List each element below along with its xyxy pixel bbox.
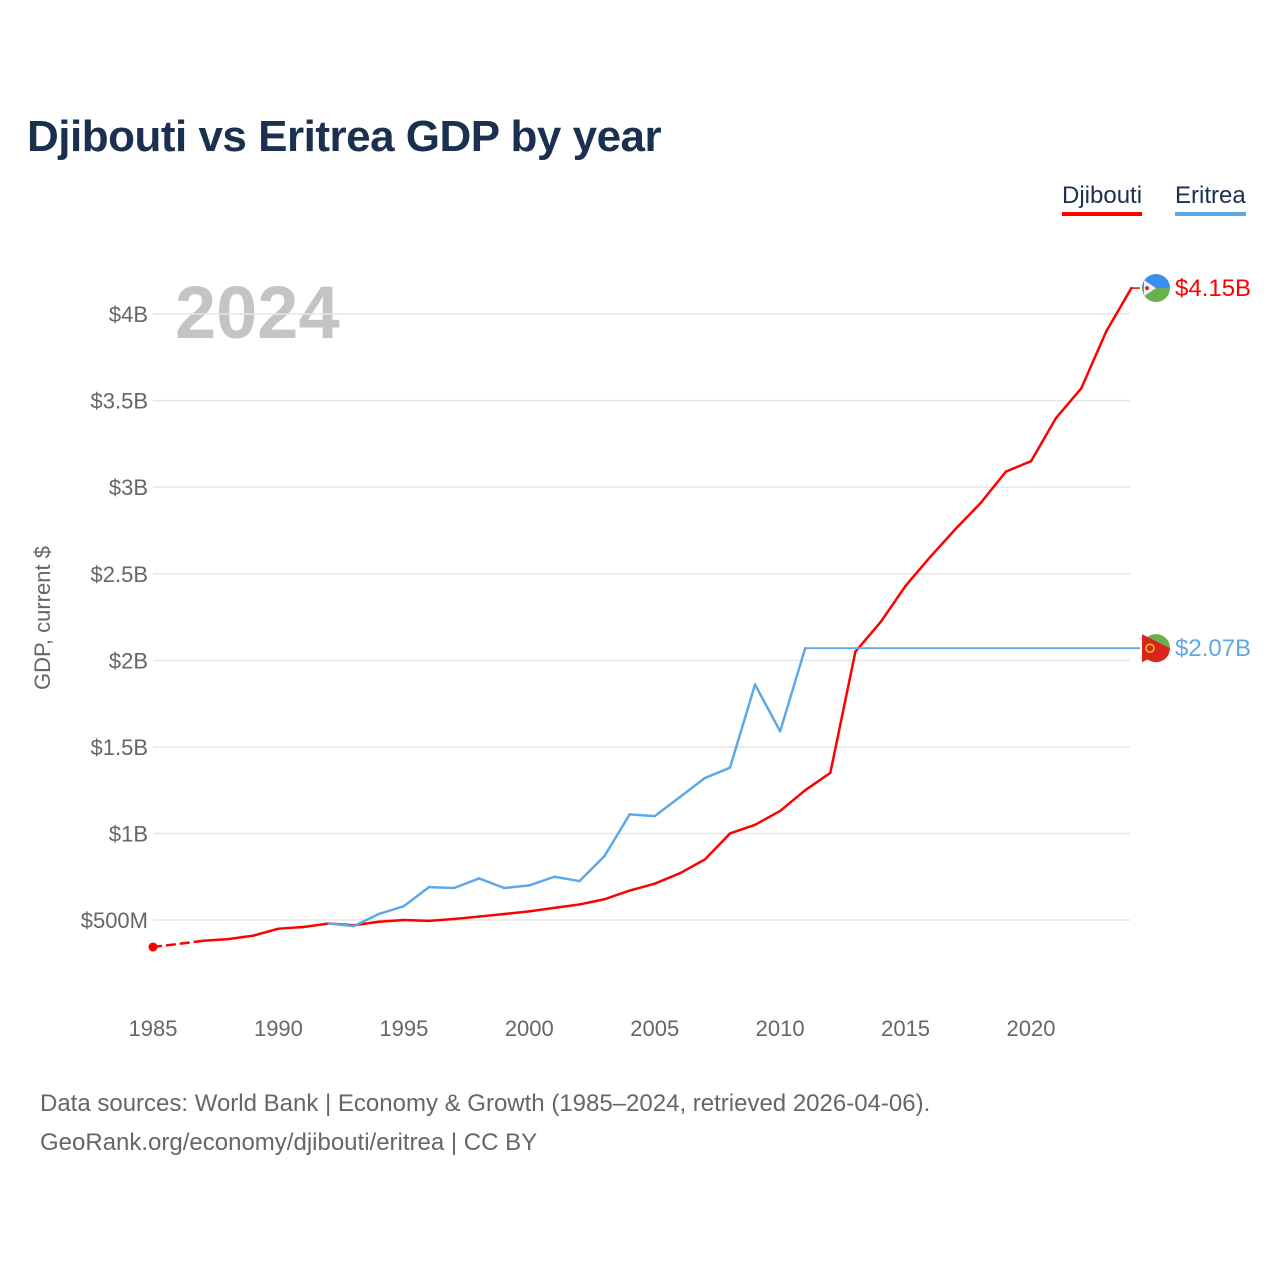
djibouti-line-segment bbox=[452, 915, 481, 921]
djibouti-line-segment bbox=[227, 934, 255, 941]
eritrea-line-segment bbox=[703, 766, 732, 780]
chart-title: Djibouti vs Eritrea GDP by year bbox=[27, 112, 662, 161]
x-tick-label: 1985 bbox=[129, 1016, 178, 1041]
eritrea-flag-icon bbox=[1142, 634, 1170, 663]
eritrea-line-segment bbox=[778, 646, 807, 733]
x-tick-label: 1990 bbox=[254, 1016, 303, 1041]
x-tick-label: 2020 bbox=[1007, 1016, 1056, 1041]
djibouti-line-segment bbox=[1054, 387, 1083, 420]
x-tick-label: 2015 bbox=[881, 1016, 930, 1041]
djibouti-line-segment bbox=[653, 872, 682, 885]
y-tick-label: $3.5B bbox=[91, 389, 149, 414]
djibouti-line-segment bbox=[778, 788, 807, 813]
y-tick-label: $3B bbox=[109, 475, 148, 500]
flag-triangle bbox=[1142, 634, 1170, 663]
license-line[interactable]: GeoRank.org/economy/djibouti/eritrea | C… bbox=[40, 1129, 538, 1156]
djibouti-end-label: $4.15B bbox=[1175, 275, 1251, 302]
eritrea-line-segment bbox=[427, 885, 456, 890]
djibouti-line-segment bbox=[929, 527, 958, 558]
djibouti-line-segment bbox=[603, 889, 631, 901]
eritrea-line-segment bbox=[477, 877, 506, 890]
djibouti-line-segment bbox=[904, 555, 932, 588]
djibouti-line-segment bbox=[1105, 286, 1133, 333]
djibouti-line-segment bbox=[402, 918, 431, 923]
legend-eritrea[interactable]: Eritrea bbox=[1175, 182, 1246, 216]
djibouti-line-segment bbox=[854, 620, 882, 653]
djibouti-line-segment bbox=[829, 650, 857, 775]
flag-emblem bbox=[1145, 643, 1155, 653]
djibouti-line-segment bbox=[628, 882, 656, 892]
djibouti-line-segment bbox=[979, 470, 1008, 505]
djibouti-line-segment bbox=[678, 858, 707, 875]
djibouti-flag-icon bbox=[1142, 274, 1170, 303]
djibouti-line-segment bbox=[879, 584, 907, 624]
eritrea-line-segment bbox=[327, 922, 355, 928]
eritrea-line-segment bbox=[628, 813, 656, 818]
eritrea-line-segment bbox=[402, 885, 431, 908]
x-tick-label: 2000 bbox=[505, 1016, 554, 1041]
y-axis-label: GDP, current $ bbox=[30, 546, 55, 690]
legend-djibouti[interactable]: Djibouti bbox=[1062, 182, 1143, 216]
djibouti-line-segment bbox=[277, 925, 305, 930]
y-tick-label: $1.5B bbox=[91, 735, 149, 760]
eritrea-line-segment bbox=[528, 875, 556, 887]
y-tick-label: $2.5B bbox=[91, 562, 149, 587]
eritrea-end-label: $2.07B bbox=[1175, 635, 1251, 662]
djibouti-line-segment bbox=[578, 898, 606, 906]
eritrea-line-segment bbox=[377, 904, 406, 916]
djibouti-line-segment bbox=[252, 927, 280, 937]
djibouti-line-segment bbox=[477, 912, 506, 918]
flag-triangle bbox=[1144, 280, 1156, 297]
djibouti-line-segment bbox=[1004, 459, 1033, 473]
y-tick-label: $2B bbox=[109, 648, 148, 673]
y-tick-label: $1B bbox=[109, 821, 148, 846]
eritrea-line-segment bbox=[678, 776, 707, 799]
djibouti-line-segment bbox=[728, 823, 757, 835]
djibouti-line-segment bbox=[1079, 330, 1108, 390]
eritrea-line-segment bbox=[352, 912, 381, 928]
eritrea-line-segment bbox=[753, 683, 782, 733]
eritrea-line-segment bbox=[603, 813, 631, 858]
y-tick-label: $4B bbox=[109, 302, 148, 327]
djibouti-line-segment bbox=[151, 939, 205, 949]
x-tick-label: 2005 bbox=[630, 1016, 679, 1041]
source-line: Data sources: World Bank | Economy & Gro… bbox=[40, 1090, 931, 1117]
djibouti-line-segment bbox=[201, 937, 230, 943]
flag-star bbox=[1145, 286, 1149, 291]
eritrea-line-segment bbox=[502, 884, 531, 890]
djibouti-line-segment bbox=[427, 917, 456, 923]
x-tick-label: 1995 bbox=[379, 1016, 428, 1041]
djibouti-line-segment bbox=[502, 910, 531, 916]
djibouti-line-segment bbox=[302, 922, 330, 929]
djibouti-line-segment bbox=[553, 903, 581, 910]
x-tick-label: 2010 bbox=[756, 1016, 805, 1041]
djibouti-line-segment bbox=[803, 771, 832, 792]
eritrea-line-segment bbox=[452, 877, 481, 890]
eritrea-line-segment bbox=[728, 683, 757, 769]
eritrea-line-segment bbox=[553, 875, 581, 883]
djibouti-line-segment bbox=[703, 832, 732, 861]
footer: Data sources: World Bank | Economy & Gro… bbox=[40, 1084, 930, 1162]
y-tick-label: $500M bbox=[81, 908, 148, 933]
eritrea-line-segment bbox=[578, 854, 606, 883]
djibouti-line-segment bbox=[753, 809, 782, 827]
year-watermark: 2024 bbox=[175, 271, 340, 354]
eritrea-line-segment bbox=[653, 795, 682, 818]
djibouti-line-segment bbox=[954, 501, 983, 530]
djibouti-line-segment bbox=[1029, 416, 1058, 463]
djibouti-line-segment bbox=[377, 918, 406, 924]
djibouti-line-segment bbox=[528, 906, 556, 913]
